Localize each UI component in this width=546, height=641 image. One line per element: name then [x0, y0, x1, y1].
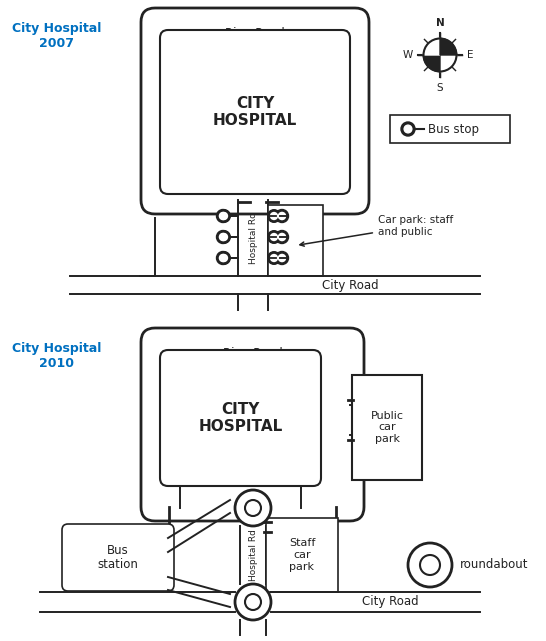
- Circle shape: [217, 251, 229, 265]
- Text: Car park: staff
and public: Car park: staff and public: [300, 215, 453, 246]
- Circle shape: [218, 231, 230, 244]
- Text: CITY
HOSPITAL: CITY HOSPITAL: [198, 402, 283, 434]
- FancyBboxPatch shape: [141, 328, 364, 521]
- Circle shape: [218, 210, 230, 222]
- Wedge shape: [440, 38, 456, 55]
- Circle shape: [404, 125, 412, 133]
- Text: City Road: City Road: [322, 278, 378, 292]
- Circle shape: [217, 231, 229, 244]
- FancyBboxPatch shape: [62, 524, 174, 591]
- Text: Staff
car
park: Staff car park: [289, 538, 315, 572]
- Circle shape: [268, 210, 280, 222]
- Text: City Road: City Road: [361, 595, 418, 608]
- Circle shape: [420, 555, 440, 575]
- Circle shape: [221, 233, 228, 240]
- Circle shape: [221, 254, 228, 262]
- Text: roundabout: roundabout: [460, 558, 529, 572]
- Circle shape: [245, 594, 261, 610]
- Text: W: W: [403, 50, 413, 60]
- Text: S: S: [437, 83, 443, 93]
- Circle shape: [268, 231, 280, 244]
- Circle shape: [270, 233, 277, 240]
- Circle shape: [217, 210, 229, 222]
- Bar: [266, 518, 338, 592]
- Text: City Hospital
2007: City Hospital 2007: [12, 22, 102, 50]
- Circle shape: [276, 251, 288, 265]
- Text: Bus stop: Bus stop: [428, 122, 479, 135]
- Wedge shape: [424, 38, 440, 55]
- Text: Hospital Rd: Hospital Rd: [248, 529, 258, 581]
- FancyBboxPatch shape: [141, 8, 369, 214]
- Circle shape: [245, 500, 261, 516]
- Circle shape: [276, 231, 288, 244]
- Circle shape: [235, 490, 271, 526]
- Circle shape: [270, 213, 277, 219]
- Text: E: E: [467, 50, 473, 60]
- Text: Hospital Rd: Hospital Rd: [248, 212, 258, 264]
- Circle shape: [401, 122, 415, 136]
- Bar: [268, 205, 323, 276]
- Text: Ring Road: Ring Road: [225, 28, 285, 40]
- Text: Public
car
park: Public car park: [371, 411, 403, 444]
- Circle shape: [278, 233, 286, 240]
- Circle shape: [408, 543, 452, 587]
- Text: CITY
HOSPITAL: CITY HOSPITAL: [213, 96, 297, 128]
- Circle shape: [219, 254, 227, 262]
- Text: City Hospital
2010: City Hospital 2010: [12, 342, 102, 370]
- FancyBboxPatch shape: [160, 350, 321, 486]
- FancyBboxPatch shape: [160, 30, 350, 194]
- Bar: [352, 375, 422, 480]
- Text: Ring Road: Ring Road: [223, 347, 282, 360]
- Text: Bus
station: Bus station: [98, 544, 139, 572]
- Text: N: N: [436, 18, 444, 28]
- Circle shape: [278, 254, 286, 262]
- Wedge shape: [440, 55, 456, 72]
- Circle shape: [270, 254, 277, 262]
- Circle shape: [278, 212, 286, 220]
- Circle shape: [219, 233, 227, 240]
- Circle shape: [219, 212, 227, 220]
- Circle shape: [235, 584, 271, 620]
- Circle shape: [221, 213, 228, 219]
- Circle shape: [268, 252, 280, 264]
- Bar: [390, 115, 510, 143]
- Circle shape: [276, 210, 288, 222]
- Wedge shape: [424, 55, 440, 72]
- Circle shape: [218, 252, 230, 264]
